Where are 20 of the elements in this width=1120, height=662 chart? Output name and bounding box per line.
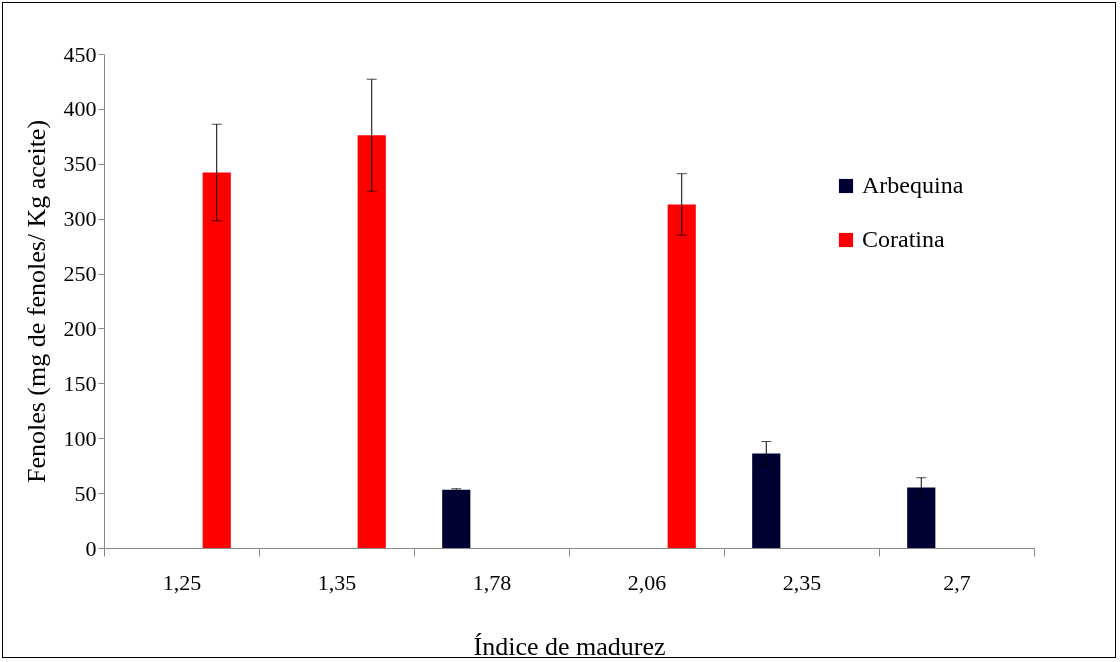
y-axis-title: Fenoles (mg de fenoles/ Kg aceite) [21,119,51,484]
y-tick-label: 0 [85,535,97,561]
y-tick-label: 300 [63,206,97,232]
y-tick-label: 100 [63,425,97,451]
y-tick-label: 350 [63,151,97,177]
y-tick-label: 250 [63,261,97,287]
y-tick-label: 50 [74,480,97,506]
y-tick-label: 200 [63,315,97,341]
y-tick-label: 150 [63,370,97,396]
x-tick-label: 1,35 [317,569,357,595]
x-tick-label: 2,7 [943,569,971,595]
x-tick-label: 2,06 [627,569,667,595]
y-tick-label: 450 [63,41,97,67]
x-tick-label: 2,35 [782,569,822,595]
y-tick-label: 400 [63,96,97,122]
legend-label: Coratina [862,226,945,252]
x-axis-title: Índice de madurez [473,631,666,661]
x-tick-label: 1,78 [472,569,512,595]
legend-label: Arbequina [862,172,964,198]
x-tick-label: 1,25 [162,569,202,595]
